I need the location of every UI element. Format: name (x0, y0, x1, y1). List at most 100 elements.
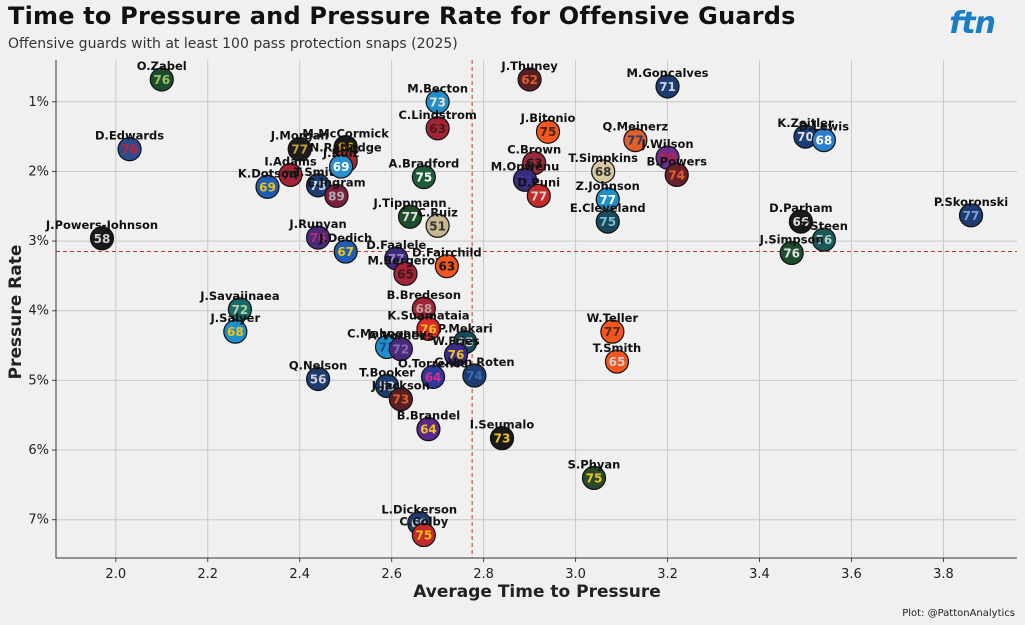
jersey-number: 67 (337, 245, 354, 259)
point-label: B.Powers (647, 154, 708, 168)
jersey-number: 64 (420, 423, 437, 437)
jersey-number: 75 (540, 125, 557, 139)
chart-subtitle: Offensive guards with at least 100 pass … (8, 36, 458, 52)
point-label: A.Vorhees (368, 329, 434, 343)
data-point: 76W.Fries (432, 334, 480, 367)
point-marker (333, 239, 358, 264)
x-tick-label: 3.2 (657, 567, 678, 582)
point-marker (278, 162, 303, 188)
point-label: C.Ruiz (417, 205, 458, 219)
point-label: M.Becton (407, 81, 468, 95)
point-marker (958, 203, 984, 228)
point-label: Q.Meinerz (603, 120, 669, 134)
point-marker (324, 183, 349, 208)
point-label: J.Tippmann (373, 196, 447, 210)
data-point: 67J.Dedich (318, 231, 372, 264)
point-label: M.Goncalves (627, 66, 709, 80)
jersey-number: 77 (402, 210, 419, 224)
data-point: 68T.Simpkins (568, 151, 638, 184)
jersey-number: 75 (415, 171, 432, 185)
point-label: E.Ingram (307, 175, 365, 189)
point-label: D.Faalele (366, 238, 426, 252)
data-point: 64O.Torrence (398, 356, 468, 390)
jersey-number: 65 (609, 355, 626, 369)
point-marker (416, 417, 441, 442)
data-point: 71M.Goncalves (627, 66, 709, 99)
point-label: I.Adams (264, 154, 317, 168)
jersey-number: 76 (121, 143, 138, 157)
point-marker (434, 254, 459, 279)
point-marker (305, 225, 331, 250)
x-tick-label: 3.0 (565, 567, 586, 582)
x-tick-label: 3.6 (841, 567, 862, 582)
data-point: 71M.Onwenu (491, 159, 559, 192)
point-label: Q.Nelson (289, 358, 347, 372)
data-point: 77P.Skoronski (934, 195, 1008, 228)
point-label: I.Seumalo (470, 418, 535, 432)
point-label: J.Morgan (270, 129, 329, 143)
data-point: 65M.Bergeron (368, 253, 443, 286)
point-label: A.Bradford (388, 157, 459, 171)
jersey-number: 89 (328, 189, 345, 203)
point-label: C.Lindstrom (398, 108, 476, 122)
jersey-number: 69 (333, 160, 350, 174)
jersey-number: 76 (448, 348, 465, 362)
jersey-number: 63 (526, 157, 543, 171)
data-point: 77W.Teller (587, 311, 638, 344)
point-label: G.Van Roten (434, 355, 514, 369)
point-marker (512, 167, 538, 192)
point-label: N.Ratledge (310, 140, 382, 154)
data-point: 73M.Becton (407, 81, 468, 114)
jersey-number: 63 (429, 122, 446, 136)
data-point: 72J.Savaiinaea (199, 289, 280, 322)
jersey-number: 74 (668, 168, 685, 182)
data-point: 75C.Colby (399, 515, 449, 548)
data-point: 70K.Zeitler (777, 116, 834, 149)
point-marker (411, 522, 436, 548)
y-tick-label: 5% (28, 373, 49, 388)
jersey-number: 76 (153, 73, 170, 87)
data-point: 68D.Lewis (799, 120, 849, 153)
point-label: P.Skoronski (934, 195, 1008, 209)
point-label: J.Salyer (210, 311, 261, 325)
jersey-number: 52 (379, 379, 396, 393)
jersey-number: 64 (425, 370, 442, 384)
point-label: D.Edwards (95, 129, 164, 143)
point-marker (788, 209, 813, 234)
point-marker (223, 319, 248, 344)
point-label: P.Mekari (438, 322, 493, 336)
data-point: 77D.Puni (517, 175, 560, 208)
jersey-number: 74 (282, 168, 299, 182)
data-point: 63D.Fairchild (412, 246, 482, 279)
point-marker (517, 67, 542, 92)
data-point: 75S.Phyan (568, 457, 620, 491)
reference-lines (56, 60, 1017, 558)
x-tick-label: 2.6 (381, 567, 402, 582)
point-marker (305, 173, 331, 198)
point-marker (388, 336, 413, 362)
jersey-number: 63 (438, 260, 455, 274)
point-marker (623, 127, 648, 153)
data-point: 76J.Simpson (759, 232, 824, 266)
point-marker (489, 426, 515, 451)
data-point: 65T.Smith (593, 341, 641, 374)
x-tick-label: 2.0 (105, 567, 126, 582)
point-marker (581, 465, 607, 491)
jersey-number: 77 (604, 325, 621, 339)
point-label: K.Suamataia (387, 308, 469, 322)
point-label: C.Mahogany (347, 326, 427, 340)
x-axis-title: Average Time to Pressure (413, 582, 661, 602)
data-point: 77Q.Meinerz (603, 120, 669, 153)
y-tick-label: 7% (28, 513, 49, 528)
jersey-number: 69 (259, 180, 276, 194)
point-marker (388, 387, 413, 412)
point-label: J.Bitonio (520, 111, 576, 125)
jersey-number: 58 (659, 151, 676, 165)
point-marker (420, 364, 446, 390)
data-point: 68J.Salyer (210, 311, 261, 344)
point-marker (255, 174, 280, 199)
data-point: 58J.Wilson (640, 137, 694, 170)
point-label: D.Fairchild (412, 246, 482, 260)
x-tick-label: 2.8 (473, 567, 494, 582)
